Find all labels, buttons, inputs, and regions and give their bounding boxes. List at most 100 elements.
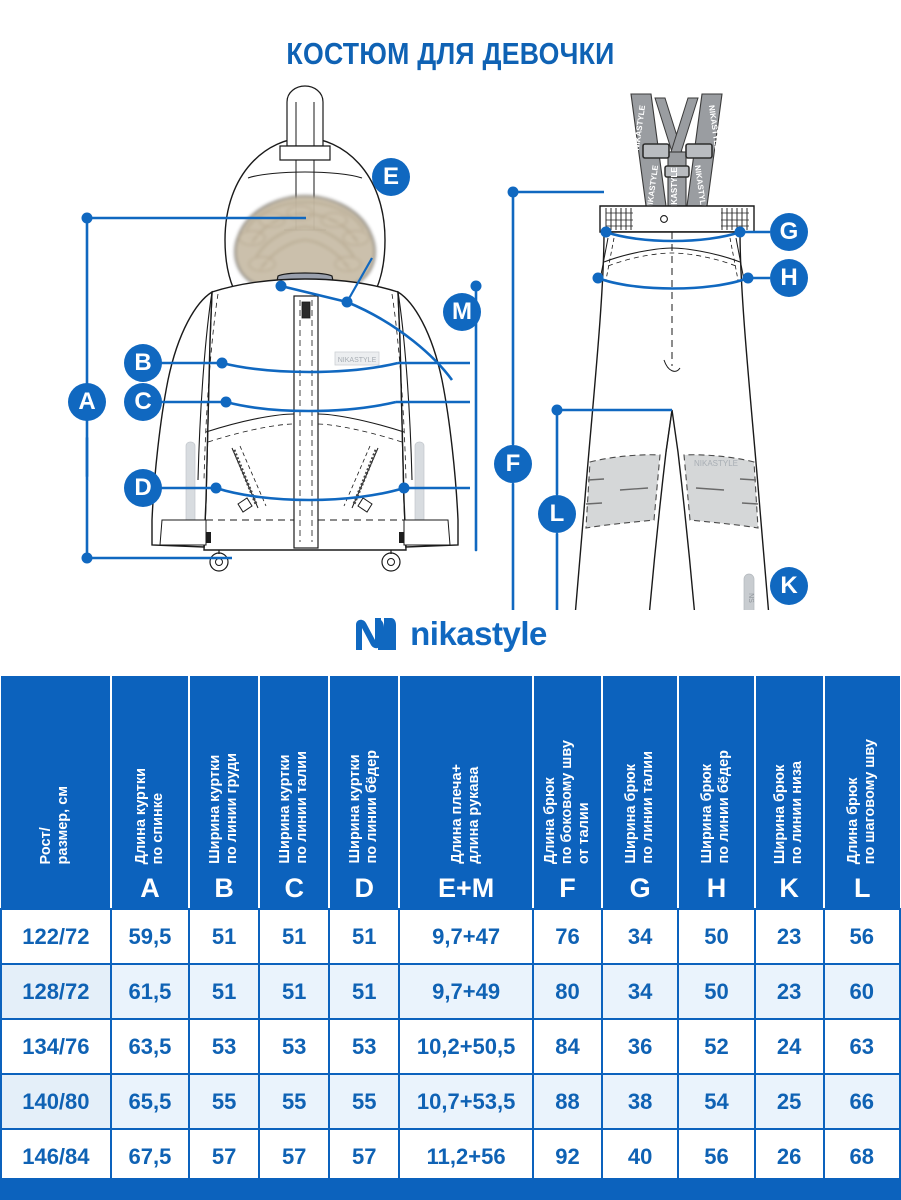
table-header-F: Длина брюк по боковому шву от талии F (532, 676, 604, 910)
table-header-K: Ширина брюк по линии низа K (753, 676, 825, 910)
cell-size: 140/80 (0, 1073, 112, 1130)
marker-label: H (780, 264, 798, 291)
cell-D: 57 (328, 1128, 401, 1185)
header-letter: F (559, 873, 576, 903)
header-title: Длина куртки по спинке (132, 767, 166, 864)
cell-F: 92 (532, 1128, 604, 1185)
cell-F: 76 (532, 908, 604, 965)
cell-B: 55 (188, 1073, 261, 1130)
marker-A: A (68, 383, 106, 421)
marker-B: B (124, 344, 162, 382)
header-title: Ширина куртки по линии бёдер (347, 750, 381, 864)
cell-D: 53 (328, 1018, 401, 1075)
cell-A: 63,5 (109, 1018, 191, 1075)
jacket-drawing: NIKASTYLE (151, 85, 459, 572)
table-row: 134/76 63,5 53 53 53 10,2+50,5 84 36 52 … (0, 1018, 901, 1075)
cell-L: 66 (822, 1073, 901, 1130)
cell-A: 59,5 (109, 908, 191, 965)
cell-H: 54 (677, 1073, 756, 1130)
strap-brand-text: NIKASTYLE (670, 167, 679, 213)
header-letter: H (706, 873, 727, 903)
cell-size: 128/72 (0, 963, 112, 1020)
header-letter: K (779, 873, 799, 903)
marker-label: C (134, 388, 152, 415)
header-letter: C (284, 873, 304, 903)
header-title: Ширина брюк по линии бёдер (699, 750, 733, 864)
cell-A: 65,5 (109, 1073, 191, 1130)
marker-label: D (134, 474, 152, 501)
table-row: 122/72 59,5 51 51 51 9,7+47 76 34 50 23 … (0, 908, 901, 965)
marker-H: H (770, 259, 808, 297)
header-title: Рост/ размер, см (38, 785, 72, 864)
table-header-EM: Длина плеча+ длина рукава E+M (398, 676, 535, 910)
header-title: Ширина брюк по линии низа (771, 760, 806, 864)
marker-G: G (770, 213, 808, 251)
table-row: 140/80 65,5 55 55 55 10,7+53,5 88 38 54 … (0, 1073, 901, 1130)
cell-F: 88 (532, 1073, 604, 1130)
cell-EM: 10,7+53,5 (398, 1073, 535, 1130)
marker-label: M (452, 298, 472, 325)
cell-A: 61,5 (109, 963, 191, 1020)
header-title: Ширина куртки по линии талии (277, 751, 311, 864)
cell-C: 51 (258, 963, 331, 1020)
table-row: 128/72 61,5 51 51 51 9,7+49 80 34 50 23 … (0, 963, 901, 1020)
header-letter: B (214, 873, 234, 903)
cell-L: 68 (822, 1128, 901, 1185)
cell-B: 57 (188, 1128, 261, 1185)
cell-G: 40 (601, 1128, 680, 1185)
technical-drawing-svg: NIKASTYLE (81, 85, 770, 610)
table-header-H: Ширина брюк по линии бёдер H (677, 676, 756, 910)
table-header-G: Ширина брюк по линии талии G (601, 676, 680, 910)
cell-EM: 10,2+50,5 (398, 1018, 535, 1075)
marker-label: B (134, 349, 152, 376)
knee-panel-left (585, 454, 661, 529)
marker-K: K (770, 567, 808, 605)
cell-H: 50 (677, 908, 756, 965)
cell-A: 67,5 (109, 1128, 191, 1185)
cell-size: 134/76 (0, 1018, 112, 1075)
table-header-size: Рост/ размер, см (1, 676, 112, 910)
cell-D: 51 (328, 963, 401, 1020)
cell-K: 24 (753, 1018, 825, 1075)
header-letter: D (354, 873, 374, 903)
cell-K: 26 (753, 1128, 825, 1185)
cell-H: 56 (677, 1128, 756, 1185)
table-header-D: Ширина куртки по линии бёдер D (328, 676, 401, 910)
cell-C: 53 (258, 1018, 331, 1075)
cell-C: 57 (258, 1128, 331, 1185)
page-title: КОСТЮМ ДЛЯ ДЕВОЧКИ (286, 36, 615, 71)
suspenders: NIKASTYLE NIKASTYLE NIKASTYLE NIKASTYLE … (630, 93, 723, 213)
marker-D: D (124, 469, 162, 507)
cell-D: 51 (328, 908, 401, 965)
table-header-row: Рост/ размер, см Длина куртки по спинке … (1, 676, 900, 910)
garment-illustration: NIKASTYLE (0, 80, 901, 610)
cell-L: 60 (822, 963, 901, 1020)
brand-logo: nikastyle (0, 608, 901, 660)
jacket-brand-label: NIKASTYLE (338, 357, 377, 364)
cell-G: 34 (601, 963, 680, 1020)
table-header-B: Ширина куртки по линии груди B (188, 676, 261, 910)
pants-brand-label: NIKASTYLE (694, 459, 738, 468)
header-title: Ширина брюк по линии талии (623, 751, 657, 864)
cell-size: 146/84 (0, 1128, 112, 1185)
cell-B: 51 (188, 908, 261, 965)
cell-K: 23 (753, 908, 825, 965)
footer-bar (0, 1178, 901, 1200)
size-table: Рост/ размер, см Длина куртки по спинке … (0, 676, 901, 1185)
cell-C: 51 (258, 908, 331, 965)
header-letter: L (854, 873, 871, 903)
marker-L: L (538, 495, 576, 533)
marker-C: C (124, 383, 162, 421)
brand-name: nikastyle (410, 615, 547, 652)
cell-L: 56 (822, 908, 901, 965)
header-title: Ширина куртки по линии груди (207, 753, 241, 864)
cell-H: 50 (677, 963, 756, 1020)
cell-EM: 9,7+49 (398, 963, 535, 1020)
header-title: Длина брюк по боковому шву от талии (541, 739, 593, 864)
svg-text:NS: NS (747, 593, 754, 603)
pants-dimension-lines (507, 186, 770, 610)
header-letter: G (629, 873, 651, 903)
marker-label: G (779, 218, 799, 245)
marker-label: A (78, 388, 96, 415)
